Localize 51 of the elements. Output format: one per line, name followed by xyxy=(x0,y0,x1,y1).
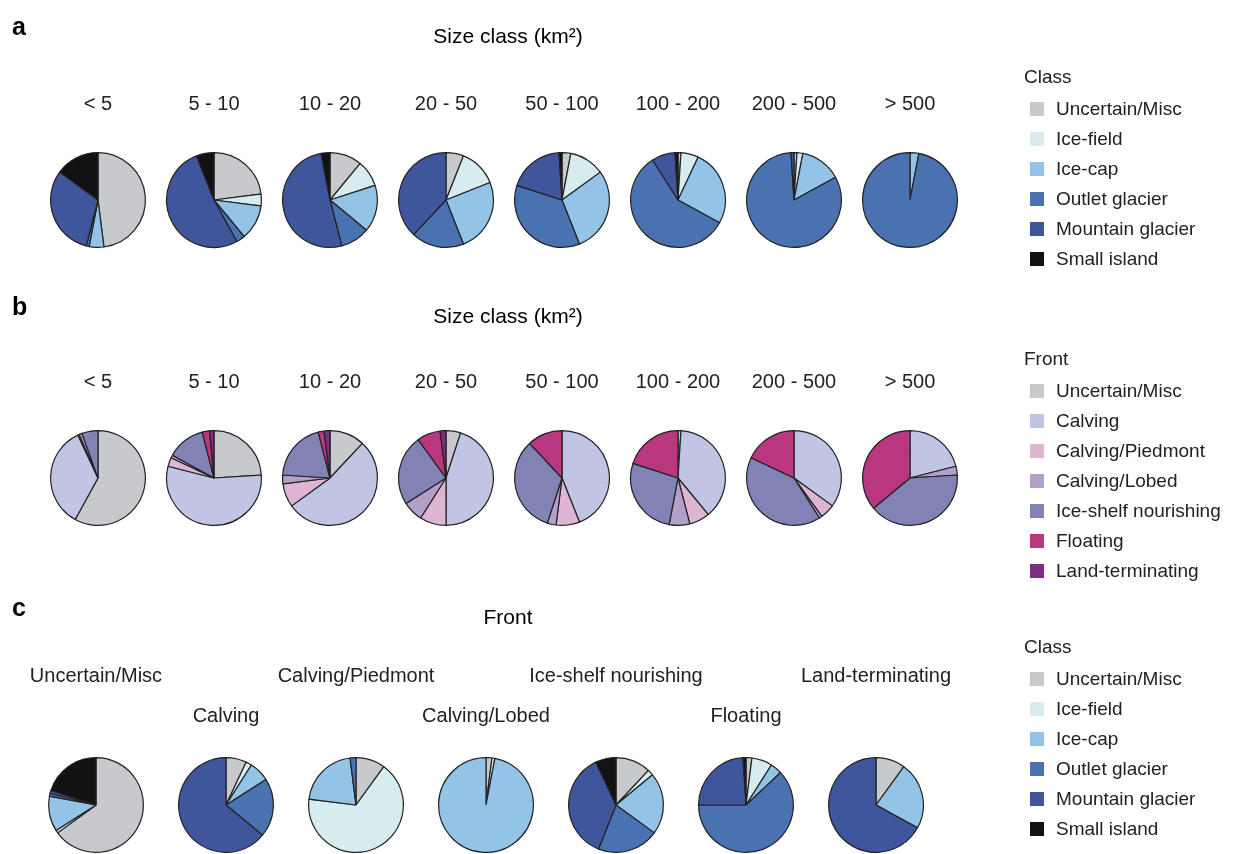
chart-title: 20 - 50 xyxy=(414,92,478,114)
chart-title: 200 - 500 xyxy=(751,370,837,392)
chart-title: Calving xyxy=(191,704,261,727)
legend-label: Ice-cap xyxy=(1056,158,1119,180)
text: Size class (km²) xyxy=(432,24,584,48)
chart-title: > 500 xyxy=(884,370,936,392)
text: b xyxy=(12,292,28,321)
chart-title: < 5 xyxy=(83,92,113,114)
legend-label: Uncertain/Misc xyxy=(1056,380,1182,402)
legend-label: Uncertain/Misc xyxy=(1056,98,1182,120)
legend-label: Calving xyxy=(1056,410,1120,432)
legend-label: Outlet glacier xyxy=(1056,758,1168,780)
legend-label: Land-terminating xyxy=(1056,560,1199,582)
chart-title: 50 - 100 xyxy=(525,370,599,392)
legend-label: Ice-cap xyxy=(1056,728,1119,750)
text: a xyxy=(12,12,26,41)
legend-label: Mountain glacier xyxy=(1056,788,1196,810)
legend-label: Calving/Piedmont xyxy=(1056,440,1205,462)
legend-label: Small island xyxy=(1056,818,1159,840)
chart-title: 100 - 200 xyxy=(635,92,721,114)
legend-title: Front xyxy=(1024,348,1070,370)
chart-title: 50 - 100 xyxy=(525,92,599,114)
legend-label: Floating xyxy=(1056,530,1124,552)
chart-title: Land-terminating xyxy=(799,664,953,687)
legend-title: Class xyxy=(1024,66,1073,88)
legend-label: Calving/Lobed xyxy=(1056,470,1178,492)
text: Front xyxy=(482,605,534,629)
chart-title: > 500 xyxy=(884,92,936,114)
text: Size class (km²) xyxy=(432,304,584,328)
legend-label: Ice-field xyxy=(1056,698,1123,720)
chart-title: < 5 xyxy=(83,370,113,392)
legend-label: Ice-field xyxy=(1056,128,1123,150)
legend-title: Class xyxy=(1024,636,1073,658)
chart-title: 100 - 200 xyxy=(635,370,721,392)
legend-label: Ice-shelf nourishing xyxy=(1056,500,1221,522)
chart-title: Calving/Piedmont xyxy=(276,664,436,687)
chart-title: Floating xyxy=(709,704,783,727)
legend-label: Uncertain/Misc xyxy=(1056,668,1182,690)
legend-label: Outlet glacier xyxy=(1056,188,1168,210)
chart-title: Ice-shelf nourishing xyxy=(528,664,704,687)
chart-title: 200 - 500 xyxy=(751,92,837,114)
legend-label: Mountain glacier xyxy=(1056,218,1196,240)
chart-title: 20 - 50 xyxy=(414,370,478,392)
chart-title: 5 - 10 xyxy=(188,370,240,392)
chart-title: Uncertain/Misc xyxy=(28,664,164,687)
chart-title: 10 - 20 xyxy=(298,370,362,392)
chart-title: 10 - 20 xyxy=(298,92,362,114)
legend-label: Small island xyxy=(1056,248,1159,270)
text: c xyxy=(12,593,26,622)
chart-title: 5 - 10 xyxy=(188,92,240,114)
chart-title: Calving/Lobed xyxy=(421,704,551,727)
